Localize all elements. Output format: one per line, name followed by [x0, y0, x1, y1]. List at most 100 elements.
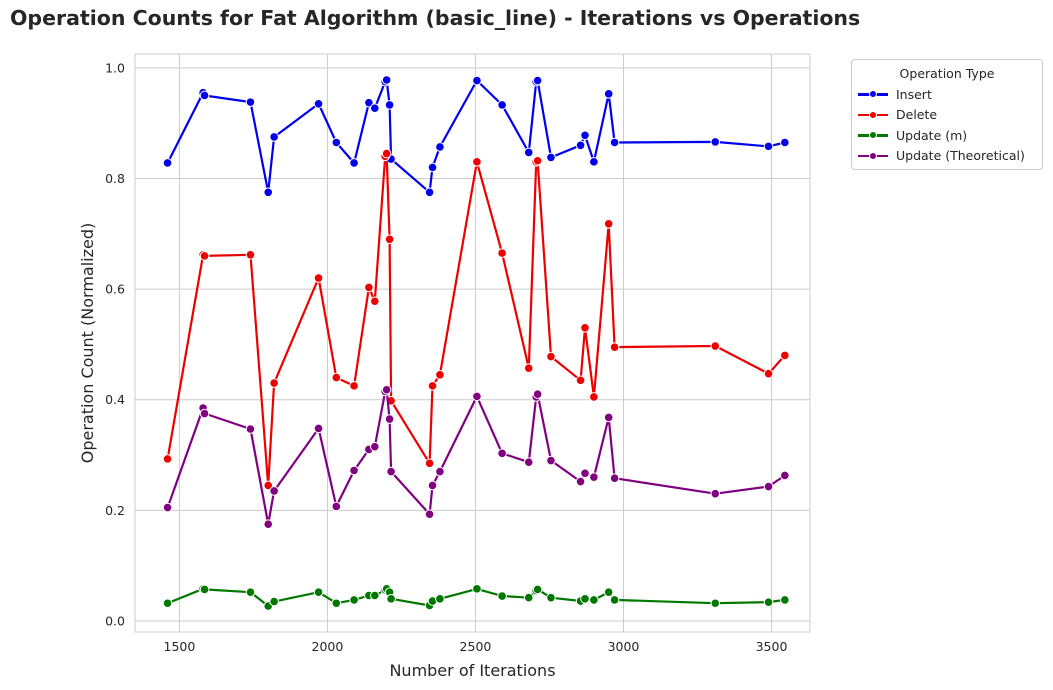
data-point-delete: [497, 248, 507, 258]
legend-item-delete: Delete: [858, 105, 937, 125]
tick-layer: 1500 2000 2500 3000 3500 0.0 0.2 0.4 0.6 0.8 1.0: [105, 60, 787, 654]
series-layer: [162, 75, 790, 611]
legend-swatch-delete: [858, 109, 888, 121]
data-point-update-theoretical: [523, 457, 534, 467]
data-point-insert: [245, 97, 256, 107]
data-point-delete: [546, 351, 556, 362]
data-point-insert: [546, 152, 556, 163]
legend-swatch-insert: [858, 88, 888, 100]
data-point-update-m: [580, 594, 590, 604]
data-point-insert: [435, 142, 445, 152]
data-point-update-theoretical: [575, 476, 586, 487]
data-point-delete: [162, 454, 173, 464]
data-point-delete: [575, 375, 586, 386]
data-point-update-m: [349, 595, 359, 605]
x-tick-label: 2000: [312, 639, 344, 654]
data-point-update-theoretical: [780, 470, 790, 481]
data-point-update-theoretical: [497, 448, 507, 459]
data-point-update-m: [609, 595, 620, 605]
data-point-update-m: [245, 587, 256, 597]
data-point-delete: [381, 148, 392, 159]
data-point-delete: [609, 342, 620, 352]
data-point-delete: [384, 234, 395, 245]
data-point-update-m: [497, 591, 507, 601]
data-point-update-theoretical: [580, 468, 590, 479]
data-point-delete: [589, 392, 599, 402]
y-axis-label: Operation Count (Normalized): [78, 223, 97, 464]
data-point-delete: [780, 350, 790, 361]
data-point-delete: [263, 480, 274, 491]
data-point-update-theoretical: [472, 391, 482, 402]
data-point-delete: [313, 273, 324, 283]
data-point-update-theoretical: [370, 441, 380, 452]
legend-swatch-update-theoretical: [858, 150, 888, 162]
y-tick-label: 0.6: [105, 282, 125, 297]
data-point-update-theoretical: [263, 519, 274, 529]
data-point-insert: [780, 137, 790, 148]
data-point-delete: [710, 341, 721, 351]
data-point-update-m: [269, 596, 279, 607]
y-tick-label: 0.2: [105, 503, 125, 518]
data-point-insert: [589, 157, 599, 167]
data-point-update-m: [763, 597, 774, 607]
data-point-delete: [472, 157, 482, 167]
legend-item-update-theoretical: Update (Theoretical): [858, 146, 1025, 166]
data-point-update-theoretical: [546, 455, 556, 466]
legend-item-update-m: Update (m): [858, 125, 967, 145]
data-point-delete: [370, 296, 380, 307]
data-point-update-theoretical: [427, 480, 438, 491]
series-line-delete: [166, 152, 786, 487]
series-update-m: [162, 584, 790, 611]
data-point-update-theoretical: [532, 389, 543, 399]
data-point-update-theoretical: [763, 481, 774, 492]
data-point-update-theoretical: [589, 472, 599, 482]
y-tick-label: 0.4: [105, 392, 125, 407]
data-point-delete: [603, 219, 614, 229]
data-point-update-theoretical: [386, 466, 396, 477]
data-point-insert: [199, 90, 210, 101]
data-point-update-theoretical: [245, 424, 256, 434]
series-update-theoretical: [162, 384, 790, 529]
data-point-insert: [575, 140, 586, 151]
data-point-update-theoretical: [435, 466, 445, 477]
data-point-insert: [269, 132, 279, 142]
data-point-delete: [364, 282, 374, 293]
data-point-insert: [331, 137, 342, 148]
data-point-insert: [313, 98, 324, 109]
data-point-insert: [472, 75, 482, 86]
data-point-insert: [349, 158, 359, 168]
data-point-insert: [384, 100, 395, 110]
data-point-update-theoretical: [384, 414, 395, 424]
data-point-update-theoretical: [313, 423, 324, 434]
legend: Operation Type Insert Delete Update (m) Upd…: [851, 59, 1043, 170]
series-line-update-theoretical: [166, 388, 786, 526]
data-point-update-m: [603, 587, 614, 597]
data-point-update-theoretical: [199, 408, 210, 419]
series-line-insert: [166, 78, 786, 194]
legend-label: Delete: [896, 107, 938, 122]
data-point-update-m: [472, 584, 482, 594]
data-point-insert: [381, 75, 392, 85]
series-insert: [162, 75, 790, 198]
data-point-insert: [710, 137, 721, 147]
data-point-update-m: [532, 584, 543, 595]
x-tick-label: 3500: [756, 639, 788, 654]
data-point-update-theoretical: [331, 501, 342, 512]
data-point-update-m: [331, 598, 342, 609]
data-point-update-m: [370, 590, 380, 601]
legend-label: Update (m): [896, 127, 968, 143]
data-point-insert: [427, 162, 438, 173]
data-point-insert: [580, 130, 590, 141]
data-point-insert: [364, 97, 374, 108]
data-point-update-theoretical: [162, 502, 173, 513]
legend-swatch-update-m: [858, 129, 888, 141]
y-tick-label: 1.0: [105, 60, 125, 75]
chart-title: Operation Counts for Fat Algorithm (basi…: [10, 6, 861, 30]
data-point-insert: [603, 89, 614, 99]
data-point-delete: [435, 370, 445, 380]
data-point-delete: [523, 363, 534, 373]
data-point-insert: [370, 103, 380, 114]
y-tick-label: 0.8: [105, 171, 125, 186]
data-point-insert: [532, 75, 543, 86]
